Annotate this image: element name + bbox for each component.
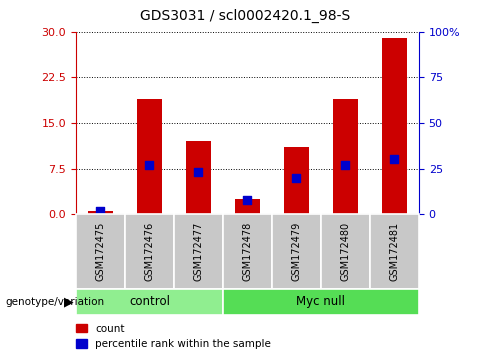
Bar	[223, 214, 272, 289]
Text: ▶: ▶	[64, 295, 74, 308]
Bar	[321, 214, 370, 289]
Bar	[333, 99, 358, 214]
Bar	[235, 199, 260, 214]
Text: genotype/variation: genotype/variation	[5, 297, 104, 307]
Point	[293, 175, 300, 181]
Text: GSM172476: GSM172476	[145, 222, 154, 281]
Point	[195, 170, 202, 175]
Bar	[186, 141, 211, 214]
Bar	[272, 214, 321, 289]
Point	[97, 208, 104, 213]
Point	[391, 156, 398, 162]
Legend: count, percentile rank within the sample: count, percentile rank within the sample	[76, 324, 271, 349]
Point	[244, 197, 251, 202]
Bar	[370, 214, 419, 289]
Bar	[137, 99, 162, 214]
Bar	[76, 214, 125, 289]
Point	[146, 162, 153, 168]
Point	[342, 162, 349, 168]
Bar	[174, 214, 223, 289]
Text: Myc null: Myc null	[296, 295, 345, 308]
Bar	[284, 147, 309, 214]
Text: GDS3031 / scl0002420.1_98-S: GDS3031 / scl0002420.1_98-S	[140, 9, 350, 23]
Bar	[223, 289, 419, 315]
Text: GSM172475: GSM172475	[96, 222, 105, 281]
Bar	[76, 289, 223, 315]
Bar	[88, 211, 113, 214]
Text: GSM172478: GSM172478	[243, 222, 252, 281]
Bar	[125, 214, 174, 289]
Text: control: control	[129, 295, 170, 308]
Bar	[382, 38, 407, 214]
Text: GSM172480: GSM172480	[341, 222, 350, 281]
Text: GSM172479: GSM172479	[292, 222, 301, 281]
Text: GSM172477: GSM172477	[194, 222, 203, 281]
Text: GSM172481: GSM172481	[390, 222, 399, 281]
